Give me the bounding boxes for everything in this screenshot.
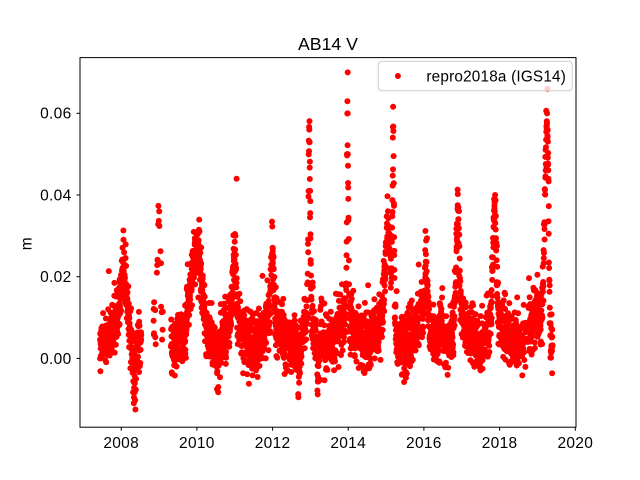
svg-text:0.00: 0.00 xyxy=(40,351,71,368)
svg-text:2012: 2012 xyxy=(255,435,291,452)
svg-text:2016: 2016 xyxy=(406,435,442,452)
svg-text:2010: 2010 xyxy=(179,435,215,452)
svg-text:2020: 2020 xyxy=(557,435,593,452)
svg-text:0.06: 0.06 xyxy=(40,106,71,123)
svg-text:m: m xyxy=(19,237,36,250)
svg-text:0.02: 0.02 xyxy=(40,269,71,286)
svg-text:2018: 2018 xyxy=(482,435,518,452)
svg-text:2014: 2014 xyxy=(330,435,366,452)
svg-text:0.04: 0.04 xyxy=(40,187,71,204)
svg-text:2008: 2008 xyxy=(103,435,139,452)
svg-text:AB14 V: AB14 V xyxy=(298,34,358,54)
svg-text:repro2018a (IGS14): repro2018a (IGS14) xyxy=(426,68,566,85)
